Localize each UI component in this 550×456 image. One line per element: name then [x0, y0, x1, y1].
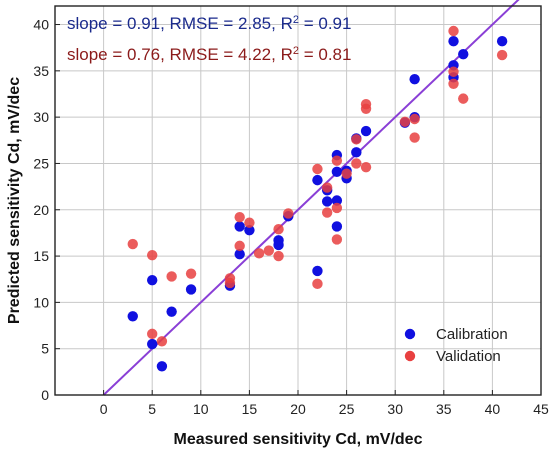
calibration-point	[312, 174, 323, 186]
validation-point	[351, 134, 362, 145]
stats-annotation: slope = 0.91, RMSE = 2.85, R2 = 0.91	[67, 14, 351, 33]
validation-point	[331, 202, 343, 214]
validation-point	[448, 78, 459, 90]
validation-point	[234, 240, 245, 252]
calibration-point	[166, 306, 177, 317]
validation-point	[360, 103, 372, 115]
validation-point	[147, 249, 158, 261]
superscript: 2	[293, 45, 299, 57]
y-tick-label: 5	[41, 341, 49, 357]
axis-ticks: 0 5 10 15 20 25 30 35 40 45 0 5 10 15 20 25 30 35 40	[33, 17, 549, 417]
calibration-point	[244, 224, 255, 236]
calibration-point	[331, 166, 343, 177]
validation-point	[263, 245, 275, 256]
x-tick-label: 10	[193, 401, 209, 417]
validation-point	[409, 113, 420, 125]
validation-point	[448, 66, 459, 77]
validation-point	[458, 93, 469, 104]
data-points	[127, 25, 508, 372]
validation-point	[360, 161, 372, 173]
calibration-point	[351, 147, 362, 158]
calibration-point	[127, 311, 138, 322]
superscript: 2	[293, 14, 299, 26]
x-tick-label: 30	[387, 401, 403, 417]
x-tick-label: 15	[242, 401, 258, 417]
y-tick-label: 30	[33, 109, 49, 125]
validation-point	[331, 155, 343, 166]
x-tick-label: 20	[290, 401, 306, 417]
x-axis-title: Measured sensitivity Cd, mV/dec	[174, 431, 423, 448]
validation-point	[147, 328, 158, 340]
validation-point	[341, 168, 352, 179]
validation-point	[234, 211, 245, 223]
validation-point	[253, 248, 265, 259]
validation-point	[409, 132, 420, 143]
calibration-point	[331, 221, 343, 232]
y-tick-label: 40	[33, 17, 49, 33]
legend-label: Calibration	[436, 326, 508, 343]
validation-point	[166, 271, 177, 282]
x-tick-label: 35	[436, 401, 452, 417]
calibration-point	[458, 48, 469, 60]
calibration-point	[448, 35, 459, 47]
annotation-text: slope = 0.76, RMSE = 4.22, R	[67, 45, 293, 64]
annotation-text: slope = 0.91, RMSE = 2.85, R	[67, 14, 293, 33]
calibration-point	[409, 73, 420, 85]
calibration-point	[360, 125, 372, 137]
y-tick-label: 35	[33, 63, 49, 79]
calibration-point	[234, 221, 245, 232]
stats-annotation: slope = 0.76, RMSE = 4.22, R2 = 0.81	[67, 45, 351, 64]
annotation-text: = 0.81	[299, 45, 351, 64]
y-axis-title: Predicted sensitivity Cd, mV/dec	[6, 77, 23, 324]
validation-point	[127, 238, 138, 250]
validation-point	[331, 234, 343, 245]
calibration-point	[234, 249, 245, 260]
x-tick-label: 45	[533, 401, 549, 417]
calibration-point	[147, 338, 158, 350]
y-tick-label: 10	[33, 294, 49, 310]
legend-marker	[404, 328, 416, 340]
calibration-point	[156, 361, 168, 372]
y-tick-label: 0	[41, 387, 49, 403]
x-tick-label: 5	[148, 401, 156, 417]
validation-point	[273, 250, 284, 262]
validation-point	[399, 116, 411, 127]
validation-point	[496, 49, 508, 61]
validation-point	[351, 158, 362, 169]
validation-point	[448, 25, 459, 37]
validation-point	[321, 207, 333, 218]
annotation-text: = 0.91	[299, 14, 351, 33]
calibration-point	[321, 196, 333, 207]
legend-label: Validation	[436, 348, 501, 365]
y-tick-label: 15	[33, 248, 49, 264]
calibration-point	[273, 239, 284, 251]
y-tick-label: 20	[33, 202, 49, 218]
calibration-point	[312, 265, 323, 277]
legend-marker	[404, 350, 416, 362]
x-tick-label: 40	[485, 401, 501, 417]
calibration-point	[496, 35, 508, 47]
validation-point	[185, 268, 197, 279]
validation-point	[224, 277, 236, 289]
x-tick-label: 0	[100, 401, 108, 417]
x-tick-label: 25	[339, 401, 355, 417]
y-tick-label: 25	[33, 155, 49, 171]
validation-point	[273, 224, 284, 235]
validation-point	[312, 163, 323, 175]
legend: Calibration Validation	[404, 326, 508, 365]
validation-point	[156, 336, 168, 347]
validation-point	[312, 278, 323, 290]
validation-point	[283, 208, 294, 219]
calibration-point	[185, 284, 197, 295]
stats-annotations: slope = 0.91, RMSE = 2.85, R2 = 0.91slop…	[67, 14, 351, 64]
validation-point	[321, 182, 333, 193]
validation-point	[244, 217, 255, 228]
calibration-point	[331, 195, 343, 206]
calibration-point	[147, 274, 158, 286]
